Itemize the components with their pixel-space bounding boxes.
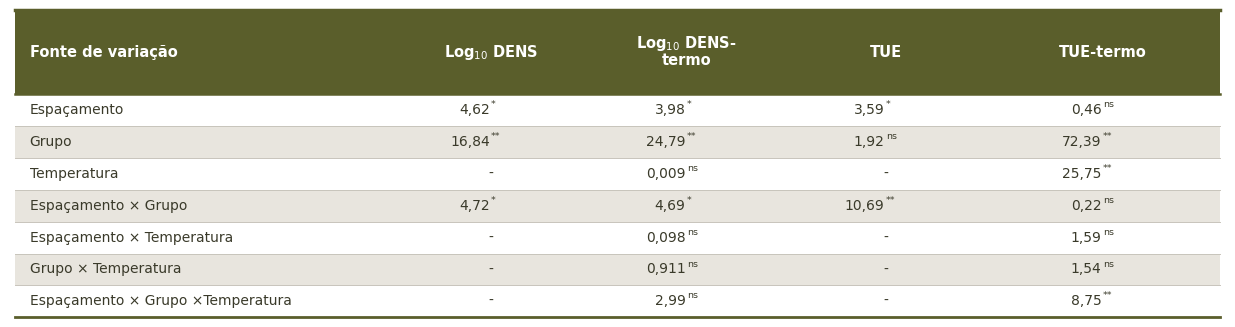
Text: ns: ns bbox=[1103, 100, 1114, 109]
Text: **: ** bbox=[492, 132, 500, 141]
Text: 1,59: 1,59 bbox=[1071, 231, 1102, 245]
Text: 0,22: 0,22 bbox=[1071, 199, 1102, 213]
Text: Grupo × Temperatura: Grupo × Temperatura bbox=[30, 263, 182, 276]
Text: ns: ns bbox=[1103, 228, 1114, 237]
Text: 72,39: 72,39 bbox=[1062, 135, 1102, 149]
Text: Espaçamento × Grupo: Espaçamento × Grupo bbox=[30, 199, 186, 213]
Text: ns: ns bbox=[885, 132, 897, 141]
Text: Log$_{10}$ DENS: Log$_{10}$ DENS bbox=[443, 43, 538, 61]
Text: **: ** bbox=[687, 132, 697, 141]
Text: 8,75: 8,75 bbox=[1071, 294, 1102, 308]
Text: 0,009: 0,009 bbox=[646, 167, 685, 181]
Text: *: * bbox=[492, 196, 495, 205]
Text: ns: ns bbox=[1103, 196, 1114, 205]
Text: 4,62: 4,62 bbox=[459, 103, 490, 117]
Text: -: - bbox=[883, 167, 888, 181]
Text: Espaçamento × Temperatura: Espaçamento × Temperatura bbox=[30, 231, 233, 245]
Text: -: - bbox=[883, 294, 888, 308]
Text: 16,84: 16,84 bbox=[450, 135, 490, 149]
Text: ns: ns bbox=[687, 228, 698, 237]
Text: ns: ns bbox=[1103, 260, 1114, 268]
Text: ns: ns bbox=[687, 291, 698, 301]
Text: 10,69: 10,69 bbox=[845, 199, 884, 213]
Text: TUE-termo: TUE-termo bbox=[1058, 44, 1146, 60]
Bar bbox=[15, 158, 1220, 190]
Text: *: * bbox=[687, 100, 692, 109]
Text: ns: ns bbox=[687, 260, 698, 268]
Text: **: ** bbox=[1103, 291, 1113, 301]
Text: **: ** bbox=[1103, 132, 1113, 141]
Text: **: ** bbox=[1103, 164, 1113, 173]
Bar bbox=[15, 10, 1220, 94]
Bar bbox=[15, 126, 1220, 158]
Text: 3,59: 3,59 bbox=[853, 103, 884, 117]
Text: 2,99: 2,99 bbox=[655, 294, 685, 308]
Bar bbox=[15, 94, 1220, 126]
Text: termo: termo bbox=[662, 53, 711, 68]
Text: 0,46: 0,46 bbox=[1071, 103, 1102, 117]
Text: 25,75: 25,75 bbox=[1062, 167, 1102, 181]
Text: 4,72: 4,72 bbox=[459, 199, 490, 213]
Text: *: * bbox=[492, 100, 495, 109]
Text: Temperatura: Temperatura bbox=[30, 167, 119, 181]
Text: 4,69: 4,69 bbox=[655, 199, 685, 213]
Bar bbox=[15, 253, 1220, 285]
Text: 0,911: 0,911 bbox=[646, 263, 685, 276]
Bar bbox=[15, 285, 1220, 317]
Text: 1,92: 1,92 bbox=[853, 135, 884, 149]
Text: TUE: TUE bbox=[869, 44, 902, 60]
Text: -: - bbox=[489, 231, 493, 245]
Text: ns: ns bbox=[687, 164, 698, 173]
Text: 0,098: 0,098 bbox=[646, 231, 685, 245]
Text: -: - bbox=[489, 294, 493, 308]
Text: Espaçamento: Espaçamento bbox=[30, 103, 124, 117]
Bar bbox=[15, 190, 1220, 222]
Text: *: * bbox=[885, 100, 890, 109]
Text: -: - bbox=[883, 263, 888, 276]
Text: 3,98: 3,98 bbox=[655, 103, 685, 117]
Text: Espaçamento × Grupo ×Temperatura: Espaçamento × Grupo ×Temperatura bbox=[30, 294, 291, 308]
Bar bbox=[15, 222, 1220, 253]
Text: Log$_{10}$ DENS-: Log$_{10}$ DENS- bbox=[636, 34, 737, 53]
Text: -: - bbox=[883, 231, 888, 245]
Text: **: ** bbox=[885, 196, 895, 205]
Text: Grupo: Grupo bbox=[30, 135, 73, 149]
Text: Fonte de variação: Fonte de variação bbox=[30, 44, 178, 60]
Text: -: - bbox=[489, 263, 493, 276]
Text: *: * bbox=[687, 196, 692, 205]
Text: 24,79: 24,79 bbox=[646, 135, 685, 149]
Text: 1,54: 1,54 bbox=[1071, 263, 1102, 276]
Text: -: - bbox=[489, 167, 493, 181]
